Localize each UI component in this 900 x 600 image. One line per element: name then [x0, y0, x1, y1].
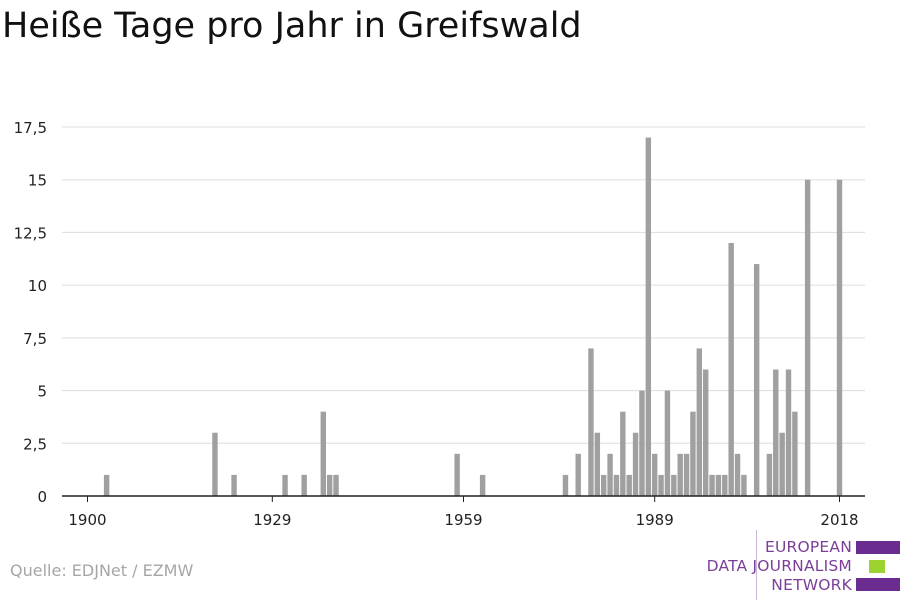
bar	[779, 432, 785, 496]
bar	[600, 474, 607, 496]
bar	[454, 453, 460, 496]
bar	[836, 179, 843, 496]
bar	[613, 474, 620, 496]
bar	[702, 369, 709, 496]
bar	[594, 432, 601, 496]
bar	[320, 411, 327, 496]
bar	[741, 474, 747, 496]
y-tick-label: 12,5	[14, 224, 47, 242]
chart-title: Heiße Tage pro Jahr in Greifswald	[2, 6, 582, 46]
bar	[301, 474, 307, 496]
logo-line-2: DATA JOURNALISM	[706, 557, 852, 575]
bar	[479, 474, 486, 496]
bar	[639, 390, 645, 496]
bar	[282, 474, 288, 496]
y-tick-label: 15	[28, 172, 47, 190]
y-tick-label: 0	[37, 488, 47, 506]
bar	[728, 242, 734, 496]
bar	[671, 474, 677, 496]
bar	[231, 474, 237, 496]
bar	[575, 453, 581, 496]
tick-labels: 0 2,5 5 7,5 10 12,5 15 17,5 1900 1929 1959 1989 2018	[14, 119, 859, 529]
bar	[588, 348, 594, 496]
logo-line-3: NETWORK	[771, 576, 852, 594]
x-tick-label: 1929	[253, 511, 291, 529]
bar	[658, 474, 664, 496]
axes	[62, 495, 865, 502]
bar	[709, 474, 715, 496]
bar	[753, 264, 760, 496]
y-tick-label: 2,5	[23, 435, 47, 453]
logo-line-1: EUROPEAN	[764, 538, 852, 556]
bar	[766, 453, 773, 496]
x-tick-label: 1900	[68, 511, 106, 529]
bar	[677, 453, 683, 496]
logo-bar-green	[869, 560, 885, 573]
logo-bar-purple-bottom	[856, 578, 900, 591]
bar	[212, 432, 218, 496]
bar	[690, 411, 696, 496]
bar	[562, 474, 569, 496]
bar	[715, 474, 722, 496]
y-tick-label: 7,5	[23, 330, 47, 348]
bar	[607, 453, 613, 496]
edjnet-logo: EUROPEAN DATA JOURNALISM NETWORK	[700, 530, 900, 600]
bar	[804, 179, 811, 496]
bar	[626, 474, 632, 496]
logo-bar-purple-top	[856, 541, 900, 554]
bar	[645, 137, 652, 497]
bar	[722, 474, 728, 496]
logo-divider	[756, 530, 757, 600]
bar	[632, 432, 639, 496]
bars	[103, 137, 843, 497]
bar	[734, 453, 741, 496]
bar	[773, 369, 779, 496]
bar	[792, 411, 798, 496]
bar	[333, 474, 339, 496]
y-tick-label: 10	[28, 277, 47, 295]
bar	[620, 411, 626, 496]
bar	[326, 474, 333, 496]
x-tick-label: 1959	[444, 511, 482, 529]
bar	[103, 474, 110, 496]
bar	[683, 453, 690, 496]
y-tick-label: 5	[37, 383, 47, 401]
x-tick-label: 1989	[636, 511, 674, 529]
bar	[651, 453, 658, 496]
bar	[664, 390, 671, 496]
gridlines	[62, 126, 865, 444]
y-tick-label: 17,5	[14, 119, 47, 137]
source-note: Quelle: EDJNet / EZMW	[10, 561, 194, 580]
bar	[696, 348, 703, 496]
bar	[785, 369, 792, 496]
x-tick-label: 2018	[820, 511, 858, 529]
